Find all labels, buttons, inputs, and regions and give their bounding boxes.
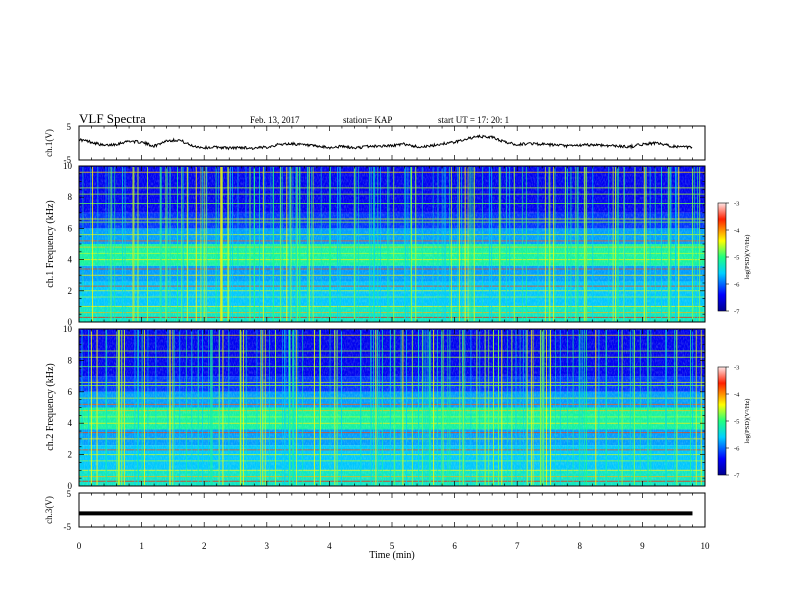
frequency-tick-label: 10	[63, 161, 73, 171]
ch1-frequency-tick-labels: 0 2 4 6 8 10	[63, 161, 73, 327]
header-date: Feb. 13, 2017	[250, 115, 300, 125]
time-tick-label: 6	[452, 541, 457, 551]
frequency-tick-label: 4	[68, 255, 73, 265]
colorbar-tick-label: -7	[734, 309, 740, 316]
ch2-spectrogram-ticks	[78, 328, 706, 487]
ch2-spectrogram-image	[79, 329, 705, 486]
ch2-colorbar-label: log(PSD)(V²/Hz)	[744, 399, 751, 444]
ch1-ytick-bottom: -5	[64, 155, 72, 165]
time-axis-label: Time (min)	[369, 550, 414, 561]
ch1-colorbar	[717, 202, 727, 312]
frequency-tick-label: 2	[68, 450, 73, 460]
time-axis-tick-labels: 0 1 2 3 4 5 6 7 8 9 10	[77, 541, 710, 551]
header-station: station= KAP	[343, 115, 392, 125]
time-tick-label: 0	[77, 541, 82, 551]
ch3-waveform-panel: 5 -5 ch.3(V)	[44, 489, 706, 532]
frequency-tick-label: 0	[68, 317, 73, 327]
time-tick-label: 10	[701, 541, 711, 551]
time-tick-label: 1	[139, 541, 144, 551]
ch1-waveform-line	[78, 134, 693, 151]
time-tick-label: 3	[265, 541, 270, 551]
ch3-ytick-top: 5	[67, 489, 72, 499]
ch3-waveform-ylabel: ch.3(V)	[44, 496, 54, 524]
colorbar-tick-label: -4	[734, 392, 740, 399]
colorbar-tick-label: -3	[734, 365, 739, 372]
frequency-tick-label: 0	[68, 481, 73, 491]
colorbar-tick-label: -6	[734, 446, 740, 453]
ch2-colorbar	[717, 366, 727, 476]
ch1-spectrogram-ticks	[78, 165, 706, 323]
frequency-tick-label: 8	[68, 355, 73, 365]
colorbar-tick-label: -3	[734, 201, 739, 208]
ch1-waveform-frame	[78, 125, 706, 161]
ch1-waveform-ylabel: ch.1(V)	[44, 129, 54, 157]
time-tick-label: 7	[515, 541, 520, 551]
frequency-tick-label: 10	[63, 324, 73, 334]
frequency-tick-label: 2	[68, 286, 73, 296]
frequency-tick-label: 8	[68, 192, 73, 202]
colorbar-tick-label: -5	[734, 255, 739, 262]
header-start-time: start UT = 17: 20: 1	[438, 115, 509, 125]
frequency-tick-label: 6	[68, 387, 73, 397]
spectrogram-noise	[79, 329, 705, 486]
ch1-ytick-top: 5	[67, 122, 72, 132]
ch3-ytick-bottom: -5	[64, 522, 72, 532]
ch2-frequency-tick-labels: 0 2 4 6 8 10	[63, 324, 73, 491]
figure-title: VLF Spectra	[79, 111, 146, 126]
ch3-waveform-ticks	[78, 493, 706, 527]
spectrogram-noise	[79, 166, 705, 322]
time-tick-label: 9	[640, 541, 645, 551]
ch1-colorbar-ticks: -3 -4 -5 -6 -7	[726, 201, 740, 316]
colorbar-tick-label: -5	[734, 419, 739, 426]
ch1-spectrogram-image	[79, 166, 705, 322]
time-tick-label: 5	[390, 541, 395, 551]
frequency-tick-label: 6	[68, 223, 73, 233]
ch1-spectrogram-ylabel: ch.1 Frequency (kHz)	[45, 200, 56, 287]
ch2-colorbar-ticks: -3 -4 -5 -6 -7	[726, 365, 740, 480]
ch2-spectrogram-ylabel: ch.2 Frequency (kHz)	[45, 363, 56, 450]
time-tick-label: 8	[578, 541, 583, 551]
time-tick-label: 2	[202, 541, 207, 551]
frequency-tick-label: 4	[68, 418, 73, 428]
colorbar-tick-label: -4	[734, 228, 740, 235]
colorbar-tick-label: -7	[734, 473, 740, 480]
ch1-colorbar-label: log(PSD)(V²/Hz)	[744, 235, 751, 280]
ch3-waveform-frame	[78, 492, 706, 528]
ch1-waveform-panel: 5 -5 ch.1(V)	[44, 122, 706, 165]
ch1-waveform-ticks	[78, 126, 706, 160]
time-tick-label: 4	[327, 541, 332, 551]
colorbar-tick-label: -6	[734, 282, 740, 289]
